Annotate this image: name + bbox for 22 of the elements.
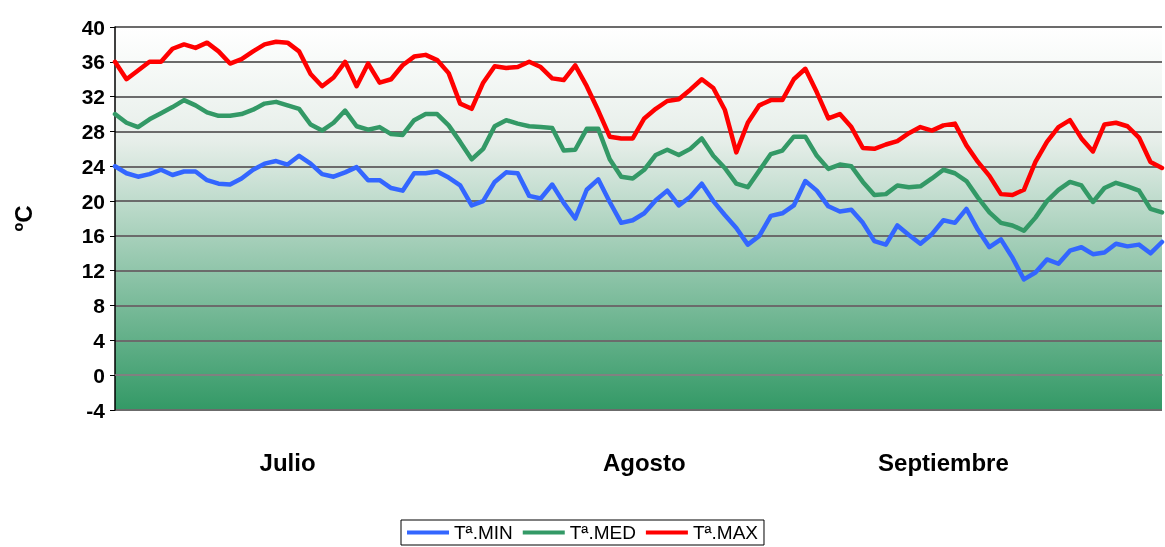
line-series bbox=[112, 39, 1165, 198]
y-tick-label: 32 bbox=[81, 85, 105, 109]
y-axis-title: ºC bbox=[9, 205, 37, 232]
legend-label: Tª.MED bbox=[569, 522, 636, 543]
y-tick-label: 24 bbox=[81, 154, 106, 178]
y-tick-label: 12 bbox=[81, 259, 105, 283]
y-tick-label: 8 bbox=[93, 294, 106, 318]
y-tick-label: -4 bbox=[86, 398, 106, 422]
x-tick-label: Agosto bbox=[602, 448, 686, 476]
y-tick-label: 20 bbox=[81, 189, 105, 213]
y-tick-label: 16 bbox=[81, 224, 105, 248]
line-series bbox=[112, 97, 1165, 233]
y-tick-label: 0 bbox=[93, 363, 105, 387]
y-tick-label: 28 bbox=[81, 119, 106, 143]
legend-label: Tª.MAX bbox=[692, 522, 759, 543]
y-tick-label: 36 bbox=[81, 50, 105, 74]
y-tick-label: 4 bbox=[93, 328, 106, 352]
x-tick-label: Julio bbox=[259, 448, 316, 476]
x-tick-label: Septiembre bbox=[878, 448, 1009, 476]
y-tick-label: 40 bbox=[81, 15, 105, 39]
legend-label: Tª.MIN bbox=[454, 522, 513, 543]
line-series bbox=[112, 153, 1165, 282]
